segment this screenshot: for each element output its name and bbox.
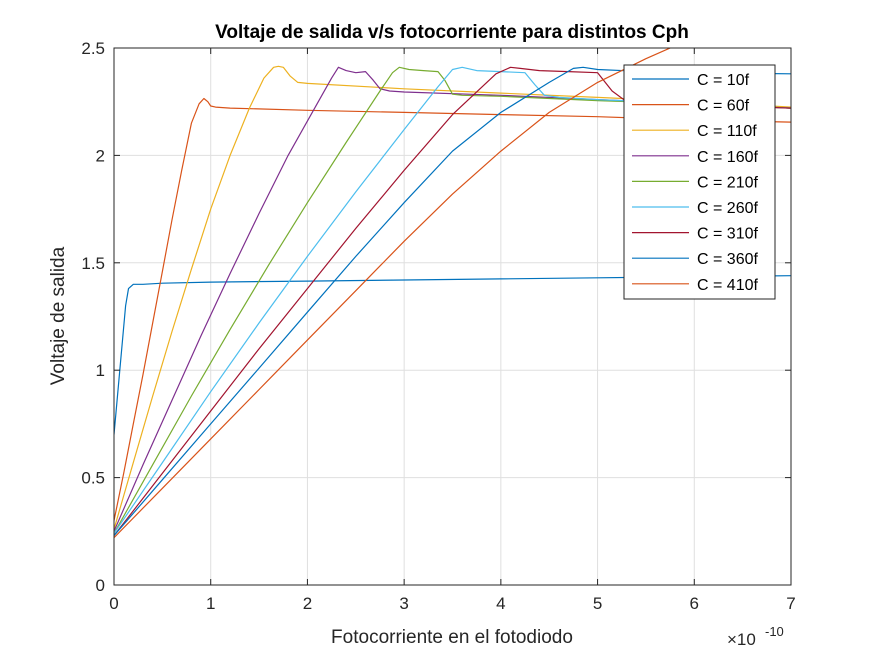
legend: C = 10f C = 60f C = 110f C = 160f C = 210f C … [623, 64, 776, 300]
series-layer [114, 48, 791, 539]
x-tick-label: 2 [303, 594, 312, 613]
legend-entry-label: C = 60f [697, 98, 750, 115]
series-line-9 [114, 48, 672, 539]
series-line-1 [114, 275, 791, 435]
x-exponent: ×10 -10 [727, 624, 784, 649]
x-tick-label: 3 [399, 594, 408, 613]
y-tick-label: 2.5 [81, 39, 105, 58]
x-tick-label: 7 [786, 594, 795, 613]
y-tick-label: 0.5 [81, 469, 105, 488]
legend-entry-label: C = 260f [697, 200, 758, 217]
legend-entry-label: C = 210f [697, 174, 758, 191]
legend-entry-label: C = 160f [697, 149, 758, 166]
tick-layer: 0 1 2 3 4 5 6 7 0 0.5 1 1.5 2 2.5 [81, 39, 795, 613]
chart-title: Voltaje de salida v/s fotocorriente para… [215, 22, 689, 43]
legend-entry-label: C = 10f [697, 72, 750, 89]
series-line-6 [114, 66, 791, 534]
x-exponent-power: -10 [765, 624, 784, 639]
x-tick-label: 6 [690, 594, 699, 613]
series-line-5 [114, 66, 791, 534]
series-line-4 [114, 66, 791, 532]
legend-entry-label: C = 110f [697, 123, 757, 140]
x-tick-label: 0 [109, 594, 118, 613]
y-tick-label: 1 [96, 361, 105, 380]
x-axis-label: Fotocorriente en el fotodiodo [331, 627, 573, 648]
legend-entry-label: C = 310f [697, 226, 758, 243]
x-tick-label: 5 [593, 594, 602, 613]
legend-entry-label: C = 360f [697, 251, 758, 268]
axes-box [113, 47, 792, 586]
legend-items: C = 10f C = 60f C = 110f C = 160f C = 210f C … [632, 72, 758, 294]
series-line-3 [114, 65, 791, 530]
legend-entry-label: C = 410f [697, 277, 758, 294]
y-tick-label: 0 [96, 576, 105, 595]
y-tick-label: 2 [96, 146, 105, 165]
x-tick-label: 1 [206, 594, 215, 613]
x-tick-label: 4 [496, 594, 505, 613]
x-exponent-base: ×10 [727, 630, 756, 649]
series-line-2 [114, 97, 791, 521]
y-axis-label: Voltaje de salida [48, 246, 69, 385]
y-tick-label: 1.5 [81, 254, 105, 273]
